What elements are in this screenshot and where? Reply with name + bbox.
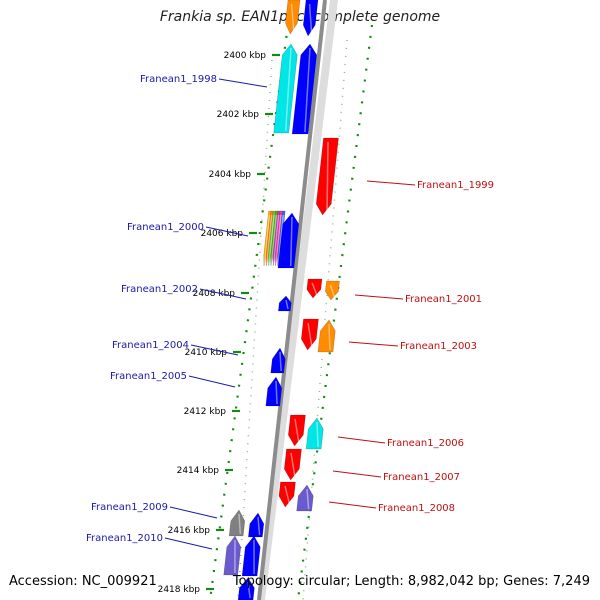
gene-franean1-2004	[270, 347, 286, 374]
kbp-ticks: 2400 kbp 2402 kbp 2404 kbp 2406 kbp 2408 kbp…	[158, 51, 280, 595]
gene-label-right: Franean1_2008	[378, 503, 455, 514]
inner-right-guide	[302, 39, 348, 600]
gene-franean1-2009	[248, 512, 265, 538]
gene-label-right: Franean1_2001	[405, 294, 482, 305]
kbp-tick-label: 2412 kbp	[184, 407, 227, 417]
gene-leader-line	[332, 470, 382, 478]
gene-grey-2009-highlight	[238, 513, 242, 535]
gene-franean1-2000-stripe-highlight	[264, 214, 271, 265]
gene-franean1-2003-partner-highlight	[328, 323, 331, 351]
gene-label-left: Franean1_2004	[112, 340, 189, 351]
gene-franean1-2010	[241, 535, 261, 577]
gene-franean1-2002-highlight	[285, 299, 289, 310]
gene-leader-line	[190, 344, 239, 356]
gene-franean1-2001-partner	[325, 280, 340, 301]
gene-partial-blue	[302, 0, 319, 37]
kbp-tick-label: 2416 kbp	[168, 526, 211, 536]
gene-franean1-2006	[287, 414, 306, 447]
gene-franean1-1998-highlight	[304, 47, 311, 133]
gene-leader-line	[348, 341, 399, 347]
kbp-tick-label: 2418 kbp	[158, 585, 201, 595]
gene-franean1-2008	[278, 481, 296, 508]
gene-franean1-2007	[283, 448, 302, 481]
gene-leader-line	[205, 226, 249, 237]
kbp-tick-label: 2414 kbp	[177, 466, 220, 476]
gene-leader-line	[218, 78, 268, 88]
genome-summary: Topology: circular; Length: 8,982,042 bp…	[232, 574, 590, 589]
kbp-tick-label: 2400 kbp	[224, 51, 267, 61]
gene-franean1-2006-partner-highlight	[316, 421, 319, 448]
gene-partial-bottom	[237, 577, 255, 600]
gene-franean1-2003	[300, 318, 319, 351]
gene-cyan-1998-highlight	[284, 47, 292, 132]
backbone-line	[257, 0, 327, 600]
gene-cyan-1998	[273, 43, 298, 134]
gene-leader-line	[164, 537, 213, 550]
gene-label-right: Franean1_2007	[383, 472, 460, 483]
gene-franean1-2000-highlight	[290, 216, 293, 267]
gene-leader-line	[328, 501, 377, 509]
kbp-tick-label: 2402 kbp	[217, 110, 260, 120]
gene-franean1-2007-highlight	[290, 452, 296, 479]
gene-franean1-2000-stripe-highlight	[266, 214, 273, 265]
gene-label-left: Franean1_2000	[127, 222, 204, 233]
gene-franean1-2005-highlight	[275, 380, 278, 405]
map-title: Frankia sp. EAN1pec, complete genome	[159, 9, 441, 25]
gene-leader-line	[199, 288, 247, 300]
gene-leader-line	[188, 375, 236, 388]
gene-features	[223, 0, 340, 600]
gene-label-right: Franean1_2006	[387, 438, 464, 449]
gene-franean1-2005	[265, 376, 283, 407]
gene-grey-2009	[228, 509, 246, 537]
gene-franean1-2008-partner	[296, 484, 314, 512]
gene-leader-line	[366, 180, 416, 186]
gene-partial-bottom-highlight	[247, 581, 251, 599]
gene-franean1-1999	[315, 137, 339, 216]
gene-label-left: Franean1_2005	[110, 371, 187, 382]
gene-label-left: Franean1_2002	[121, 284, 198, 295]
kbp-tick-label: 2408 kbp	[193, 289, 236, 299]
accession-text: Accession: NC_009921	[9, 574, 157, 589]
gene-leader-line	[337, 436, 386, 444]
gene-franean1-2009-highlight	[257, 516, 261, 536]
gene-label-right: Franean1_1999	[417, 180, 494, 191]
gene-franean1-2001-partner-highlight	[329, 284, 336, 299]
kbp-tick-label: 2406 kbp	[201, 229, 244, 239]
gene-franean1-2003-highlight	[307, 322, 313, 349]
gene-franean1-2000	[277, 212, 300, 269]
gene-franean1-1999-highlight	[326, 141, 329, 214]
gene-franean1-2002	[278, 295, 292, 312]
kbp-tick-label: 2410 kbp	[185, 348, 228, 358]
gene-franean1-2000-stripe-highlight	[268, 214, 275, 265]
gene-partial-blue-highlight	[308, 3, 313, 35]
gene-franean1-2000-stripe-highlight	[275, 214, 282, 265]
gene-franean1-2000-stripe-highlight	[273, 214, 280, 265]
gene-partial-orange-highlight	[290, 3, 295, 33]
gene-franean1-2003-partner	[317, 319, 336, 353]
gene-franean1-2006-partner	[305, 417, 324, 450]
gene-franean1-1998	[291, 43, 318, 135]
gene-leader-line	[354, 294, 404, 300]
gene-franean1-2004-highlight	[279, 351, 282, 372]
gene-label-left: Franean1_1998	[140, 74, 217, 85]
gene-partial-orange	[285, 0, 301, 35]
gene-label-left: Franean1_2010	[86, 533, 163, 544]
gene-franean1-2006-highlight	[294, 418, 300, 445]
gene-leader-line	[169, 506, 218, 519]
gene-labels: Franean1_1998 Franean1_2000 Franean1_2002 F…	[86, 74, 494, 550]
gene-label-right: Franean1_2003	[400, 341, 477, 352]
kbp-tick-label: 2404 kbp	[209, 170, 252, 180]
gene-slate-2010	[223, 535, 242, 576]
gene-franean1-2001-highlight	[311, 282, 318, 297]
gene-franean1-2008-partner-highlight	[306, 488, 310, 510]
gene-label-left: Franean1_2009	[91, 502, 168, 513]
gene-franean1-2000-stripe-highlight	[270, 214, 278, 265]
gene-franean1-2008-highlight	[284, 485, 291, 506]
gene-franean1-2001	[306, 278, 323, 299]
